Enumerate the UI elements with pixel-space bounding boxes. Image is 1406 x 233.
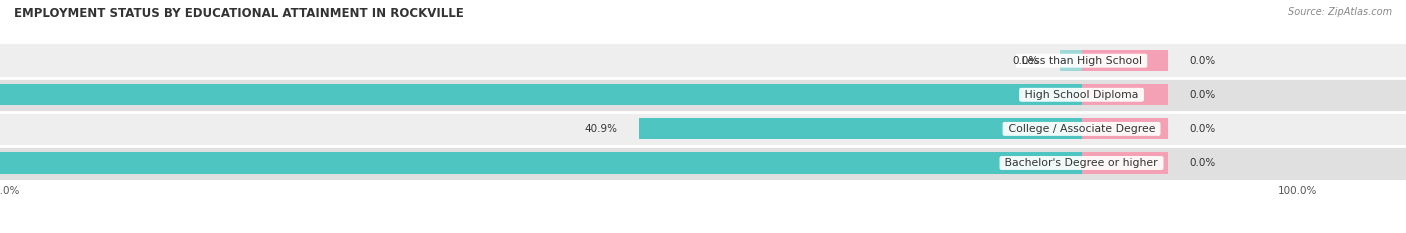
Bar [0,84,1081,105]
Text: Less than High School: Less than High School [1018,56,1146,66]
Text: 0.0%: 0.0% [1012,56,1038,66]
Bar [0,112,1406,146]
Text: Bachelor's Degree or higher: Bachelor's Degree or higher [1001,158,1161,168]
Legend: In Labor Force, Unemployed: In Labor Force, Unemployed [605,231,801,233]
Text: 0.0%: 0.0% [1189,158,1216,168]
Bar [0,78,1406,112]
Bar [1060,50,1081,71]
Text: 0.0%: 0.0% [1189,90,1216,100]
Bar [0,146,1406,180]
Text: 0.0%: 0.0% [1189,56,1216,66]
Text: High School Diploma: High School Diploma [1021,90,1142,100]
Text: EMPLOYMENT STATUS BY EDUCATIONAL ATTAINMENT IN ROCKVILLE: EMPLOYMENT STATUS BY EDUCATIONAL ATTAINM… [14,7,464,20]
Bar [0,44,1406,78]
Text: College / Associate Degree: College / Associate Degree [1004,124,1159,134]
Bar [1081,50,1168,71]
Text: Source: ZipAtlas.com: Source: ZipAtlas.com [1288,7,1392,17]
Text: 0.0%: 0.0% [1189,124,1216,134]
Bar [640,118,1081,140]
Text: 40.9%: 40.9% [585,124,617,134]
Bar [1081,118,1168,140]
Bar [0,152,1081,174]
Bar [1081,152,1168,174]
Bar [1081,84,1168,105]
